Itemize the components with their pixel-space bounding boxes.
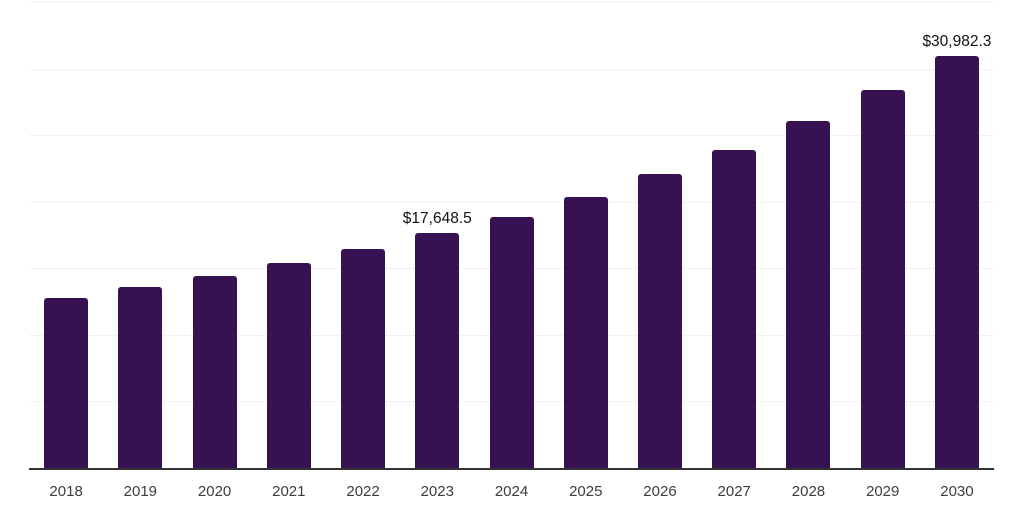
bar: [637, 174, 682, 468]
bar-slot: [846, 2, 920, 468]
bar-slot: [549, 2, 623, 468]
bar: [192, 276, 237, 468]
x-axis-tick-label: 2025: [569, 483, 603, 500]
x-axis-tick-label: 2026: [643, 483, 677, 500]
x-axis-tick-label: 2020: [197, 483, 232, 500]
bar-slot: $17,648.5: [400, 2, 474, 468]
bar: [489, 216, 534, 468]
gridline: [29, 201, 994, 203]
x-axis-tick-label: 2018: [49, 483, 83, 500]
x-axis-labels: 2018 2019 2020 2021 2022 2023 2024 2025 2026 2027…: [29, 483, 994, 500]
x-axis-tick-label: 2028: [791, 483, 826, 500]
bar: [44, 297, 89, 468]
bar-slot: [326, 2, 400, 468]
bar-slot: [697, 2, 771, 468]
bar-slot: [103, 2, 177, 468]
bar: [786, 121, 831, 468]
bar: [266, 262, 311, 468]
bar-value-label: $17,648.5: [402, 210, 472, 228]
gridline: [29, 68, 994, 70]
gridline: [29, 2, 994, 3]
x-axis-tick-label: 2019: [123, 483, 158, 500]
x-axis-tick-label: 2030: [940, 483, 974, 500]
x-axis-tick-label: 2022: [346, 483, 380, 500]
bar: [712, 150, 757, 468]
bar: [934, 55, 979, 468]
bar-slot: $30,982.3: [920, 2, 994, 468]
bar-slot: [474, 2, 548, 468]
bar-value-label: $30,982.3: [922, 32, 992, 50]
bar-slot: [771, 2, 845, 468]
bar: [563, 197, 608, 468]
bar-slot: [177, 2, 251, 468]
bars-layer: $17,648.5 $30,982.3: [29, 2, 994, 468]
bar: [341, 248, 386, 468]
bar: [415, 233, 460, 468]
bar-slot: [252, 2, 326, 468]
x-axis-tick-label: 2024: [494, 483, 529, 500]
x-axis-tick-label: 2027: [717, 483, 751, 500]
x-axis-tick-label: 2029: [866, 483, 900, 500]
bar: [118, 286, 163, 468]
gridline: [29, 135, 994, 137]
bar-slot: [623, 2, 697, 468]
plot-area: $17,648.5 $30,982.3: [29, 2, 994, 470]
x-axis-tick-label: 2023: [420, 483, 454, 500]
bar: [860, 90, 905, 468]
bar-slot: [29, 2, 103, 468]
x-axis-tick-label: 2021: [272, 483, 306, 500]
